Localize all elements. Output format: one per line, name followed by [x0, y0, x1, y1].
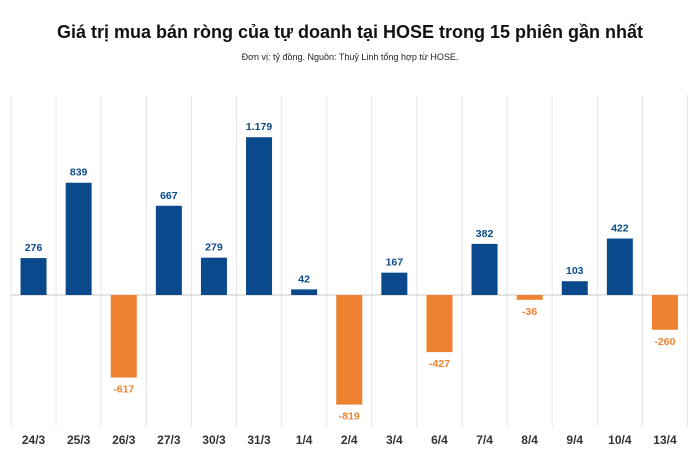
x-tick-label: 3/4: [386, 433, 403, 447]
chart-title: Giá trị mua bán ròng của tự doanh tại HO…: [56, 22, 644, 42]
bar-25-3: [65, 182, 92, 295]
x-tick-label: 25/3: [67, 433, 91, 447]
data-label: -617: [113, 384, 134, 396]
data-label: 422: [611, 223, 629, 235]
x-tick-label: 9/4: [566, 433, 583, 447]
data-label: 103: [566, 265, 584, 277]
x-tick-label: 2/4: [341, 433, 358, 447]
bar-24-3: [20, 258, 47, 295]
x-tick-label: 1/4: [296, 433, 313, 447]
bar-7-4: [471, 243, 498, 295]
data-label: 276: [25, 242, 43, 254]
bar-13-4: [651, 295, 678, 330]
data-label: -36: [522, 306, 537, 318]
data-label: -427: [429, 358, 450, 370]
bar-6-4: [426, 295, 453, 353]
data-label: 42: [298, 273, 310, 285]
data-label: 667: [160, 190, 178, 202]
bar-30-3: [200, 257, 227, 295]
x-tick-label: 6/4: [431, 433, 448, 447]
x-tick-label: 8/4: [521, 433, 538, 447]
data-label: 279: [205, 242, 223, 254]
x-tick-label: 27/3: [157, 433, 181, 447]
data-label: 839: [70, 167, 88, 179]
x-tick-label: 7/4: [476, 433, 493, 447]
bar-26-3: [110, 295, 137, 378]
x-tick-label: 13/4: [653, 433, 677, 447]
x-tick-label: 24/3: [22, 433, 46, 447]
bar-10-4: [606, 238, 633, 295]
bar-1-4: [291, 289, 318, 295]
x-tick-label: 26/3: [112, 433, 136, 447]
x-tick-label: 30/3: [202, 433, 226, 447]
bar-3-4: [381, 272, 408, 295]
x-tick-label: 10/4: [608, 433, 632, 447]
bar-9-4: [561, 281, 588, 295]
data-label: -819: [339, 411, 360, 423]
x-tick-label: 31/3: [247, 433, 271, 447]
bar-2-4: [336, 295, 363, 405]
chart-subtitle: Đơn vị: tỷ đồng. Nguồn: Thuỷ Linh tổng h…: [241, 52, 459, 62]
bar-31-3: [246, 137, 273, 295]
data-label: 382: [476, 228, 494, 240]
data-label: -260: [654, 336, 675, 348]
data-label: 167: [386, 257, 404, 269]
bar-8-4: [516, 295, 543, 300]
data-label: 1.179: [246, 121, 272, 133]
bar-27-3: [155, 205, 182, 295]
